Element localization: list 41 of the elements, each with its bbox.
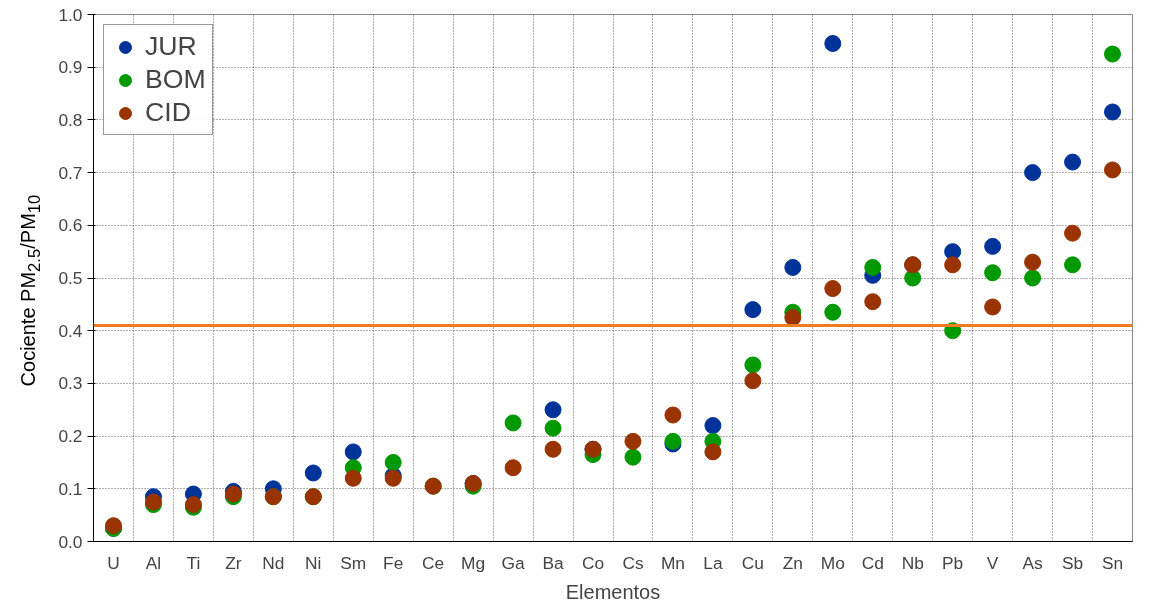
x-tick-label: Cs (622, 552, 644, 573)
x-tick-label: Pb (942, 552, 964, 573)
legend-label: BOM (145, 64, 206, 95)
x-tick-label: Mn (660, 552, 685, 573)
y-tick-label: 1.0 (58, 4, 83, 25)
x-tick-label: Ce (422, 552, 445, 573)
x-tick-label: Mo (820, 552, 845, 573)
x-tick-label: Ga (501, 552, 526, 573)
x-tick-label: Sb (1061, 552, 1084, 573)
y-tick-label: 0.7 (58, 162, 83, 183)
x-tick-label: V (986, 552, 999, 573)
x-tick-label: Al (145, 552, 162, 573)
y-tick-label: 0.9 (58, 57, 83, 78)
x-tick-label: As (1022, 552, 1044, 573)
x-tick-label: Nb (901, 552, 924, 573)
x-tick-label: Nd (262, 552, 285, 573)
x-tick-label: Zn (782, 552, 803, 573)
x-tick-label: Co (581, 552, 605, 573)
y-tick-label: 0.4 (58, 320, 83, 341)
legend-label: CID (145, 97, 191, 128)
x-tick-label: Cu (741, 552, 764, 573)
y-tick-label: 0.5 (58, 268, 83, 288)
x-tick-label: U (107, 552, 120, 573)
x-tick-label: Ba (542, 552, 565, 573)
y-tick-label: 0.8 (58, 109, 83, 130)
y-tick-label: 0.6 (58, 215, 83, 236)
legend-label: JUR (145, 31, 197, 62)
x-axis-title: Elementos (565, 580, 661, 603)
y-tick-label: 0.1 (58, 478, 83, 499)
y-tick-label: 0.0 (58, 531, 83, 552)
x-tick-label: La (703, 552, 723, 573)
x-tick-label: Fe (383, 552, 404, 573)
y-tick-label: 0.2 (58, 426, 83, 447)
x-tick-label: Sn (1101, 552, 1124, 573)
x-tick-label: Mg (461, 552, 486, 573)
x-tick-label: Ni (305, 552, 322, 573)
x-tick-label: Zr (225, 552, 242, 573)
y-tick-label: 0.3 (58, 373, 83, 394)
x-tick-label: Cd (861, 552, 884, 573)
x-tick-label: Sm (340, 552, 367, 573)
x-tick-label: Ti (186, 552, 201, 573)
